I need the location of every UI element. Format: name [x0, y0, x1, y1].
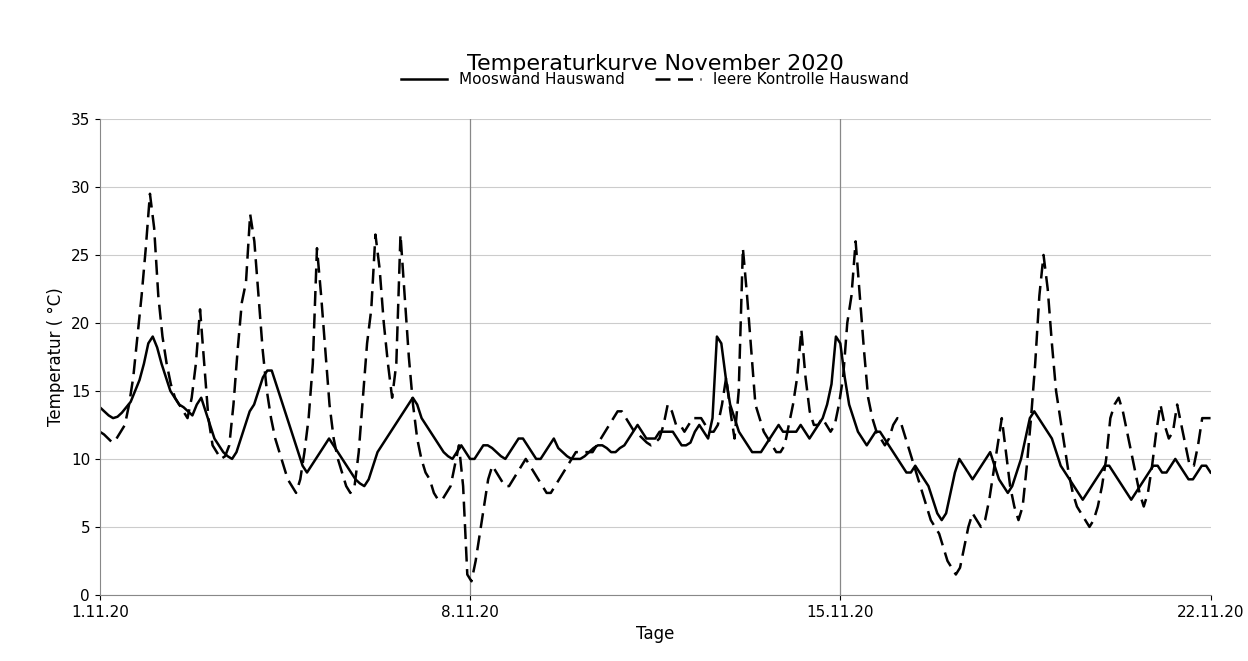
Mooswand Hauswand	[935, 516, 950, 524]
Mooswand Hauswand	[1080, 489, 1094, 497]
Mooswand Hauswand	[705, 414, 720, 422]
leere Kontrolle Hauswand	[1053, 414, 1068, 422]
leere Kontrolle Hauswand	[318, 346, 333, 354]
Mooswand Hauswand	[700, 434, 715, 442]
Y-axis label: Temperatur ( °C): Temperatur ( °C)	[47, 288, 65, 426]
Title: Temperaturkurve November 2020: Temperaturkurve November 2020	[467, 54, 844, 75]
Line: Mooswand Hauswand: Mooswand Hauswand	[100, 336, 1211, 520]
leere Kontrolle Hauswand	[117, 421, 132, 429]
Legend: Mooswand Hauswand, leere Kontrolle Hauswand: Mooswand Hauswand, leere Kontrolle Hausw…	[393, 65, 917, 95]
Line: leere Kontrolle Hauswand: leere Kontrolle Hauswand	[100, 194, 1211, 581]
leere Kontrolle Hauswand	[464, 577, 479, 585]
Mooswand Hauswand	[265, 367, 280, 375]
leere Kontrolle Hauswand	[146, 224, 161, 232]
leere Kontrolle Hauswand	[836, 373, 851, 381]
leere Kontrolle Hauswand	[142, 190, 157, 198]
leere Kontrolle Hauswand	[92, 428, 107, 436]
X-axis label: Tage: Tage	[636, 625, 674, 643]
leere Kontrolle Hauswand	[1203, 414, 1218, 422]
Mooswand Hauswand	[559, 452, 574, 460]
Mooswand Hauswand	[529, 455, 544, 463]
Mooswand Hauswand	[92, 403, 107, 411]
Mooswand Hauswand	[145, 332, 160, 340]
leere Kontrolle Hauswand	[527, 469, 542, 477]
Mooswand Hauswand	[1203, 469, 1218, 477]
